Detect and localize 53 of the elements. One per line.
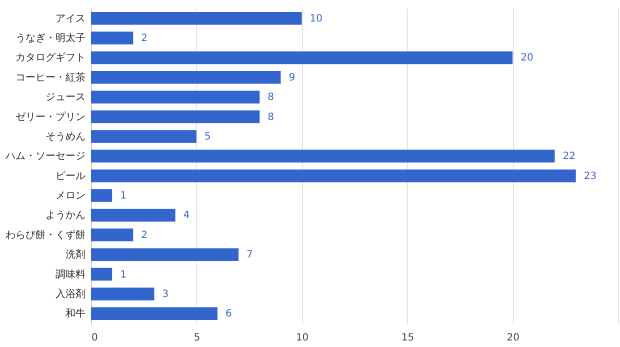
- y-tick-label: わらび餅・くず餅: [6, 228, 86, 241]
- data-label: 1: [120, 190, 126, 202]
- data-label: 4: [183, 210, 190, 222]
- x-tick-label: 15: [401, 332, 414, 344]
- y-tick-label: ゼリー・プリン: [16, 110, 86, 123]
- data-label: 7: [246, 250, 253, 261]
- bar: [91, 130, 196, 143]
- data-label: 2: [141, 33, 148, 44]
- data-label: 1: [120, 269, 126, 280]
- y-tick-label: 調味料: [56, 268, 86, 280]
- data-label: 9: [288, 72, 296, 84]
- data-label: 5: [204, 131, 211, 142]
- bar: [91, 228, 134, 242]
- bar: [91, 150, 555, 163]
- bar: [91, 307, 218, 320]
- bar: [91, 288, 154, 300]
- data-label: 8: [268, 92, 274, 104]
- y-tick-label: 和牛: [66, 308, 86, 320]
- x-tick-label: 0: [92, 332, 98, 344]
- y-tick-label: うなぎ・明太子: [16, 32, 86, 44]
- bar: [91, 110, 260, 124]
- data-label: 8: [268, 112, 274, 123]
- y-tick-label: ジュース: [46, 92, 86, 104]
- data-label: 20: [520, 52, 534, 64]
- data-label: 3: [162, 288, 169, 300]
- bar: [91, 12, 302, 25]
- x-tick-label: 5: [194, 332, 200, 344]
- bar: [91, 189, 112, 202]
- y-tick-label: ようかん: [46, 210, 86, 222]
- data-label: 23: [584, 170, 597, 182]
- data-label: 10: [310, 13, 323, 24]
- data-label: 6: [225, 308, 232, 320]
- bar: [91, 32, 134, 44]
- bar: [91, 71, 281, 84]
- y-tick-label: そうめん: [46, 131, 86, 142]
- bar: [91, 248, 239, 261]
- x-tick-label: 20: [506, 332, 520, 344]
- bar: [91, 169, 576, 182]
- y-tick-label: カタログギフト: [16, 52, 86, 64]
- bar: [91, 268, 112, 281]
- y-tick-label: アイス: [56, 13, 86, 24]
- y-tick-label: コーヒー・紅茶: [16, 71, 86, 84]
- bar: [91, 90, 260, 104]
- bar: [91, 51, 513, 64]
- data-label: 2: [141, 230, 148, 241]
- bar: [91, 208, 176, 222]
- x-tick-label: 10: [296, 332, 309, 344]
- y-tick-label: ビール: [56, 170, 86, 182]
- y-tick-label: ハム・ソーセージ: [4, 151, 86, 162]
- y-tick-label: 洗剤: [66, 248, 86, 261]
- data-label: 22: [562, 151, 576, 162]
- y-tick-label: メロン: [56, 190, 86, 202]
- y-tick-label: 入浴剤: [56, 288, 86, 300]
